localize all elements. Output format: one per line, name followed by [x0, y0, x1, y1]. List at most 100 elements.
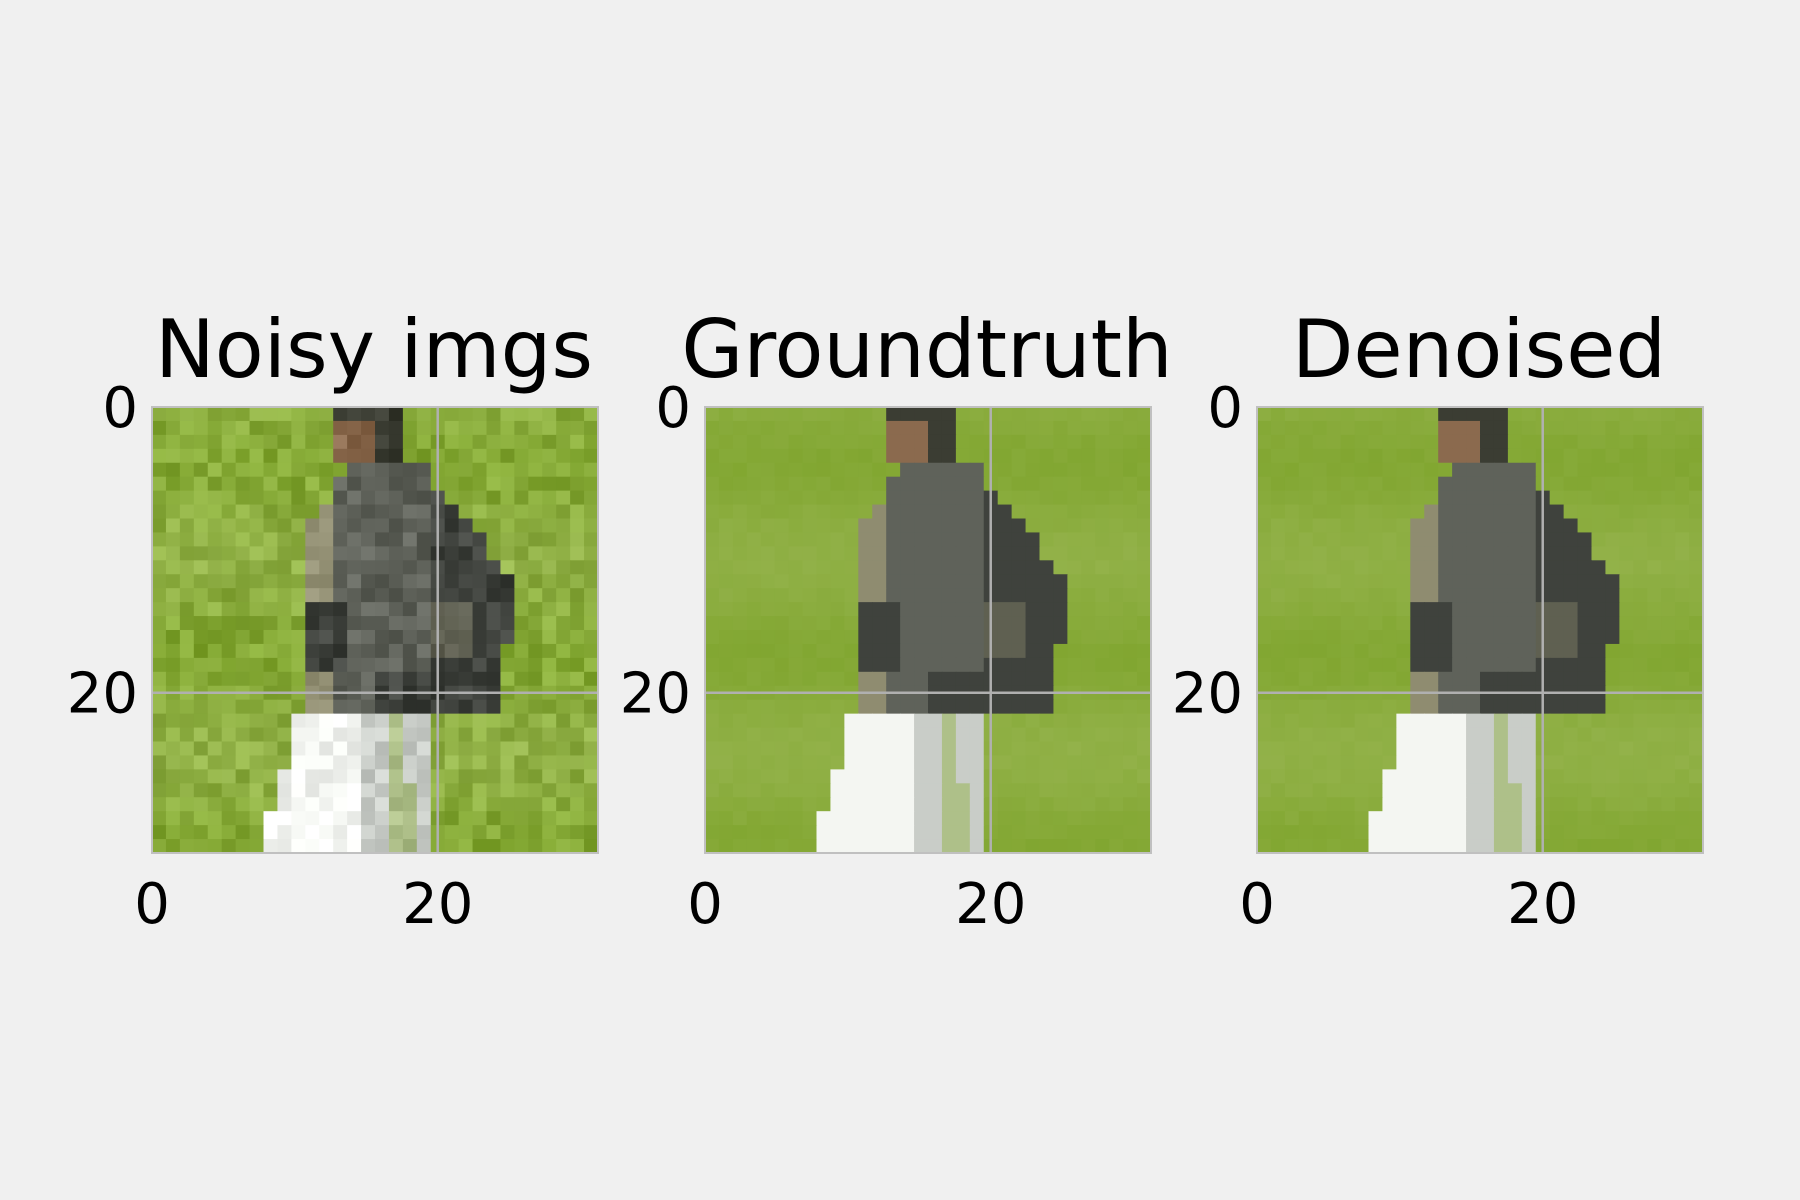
- image-pixel: [760, 560, 776, 575]
- image-pixel: [1326, 741, 1342, 757]
- image-pixel: [1424, 532, 1439, 547]
- image-pixel: [746, 504, 762, 520]
- image-pixel: [1438, 797, 1453, 812]
- image-pixel: [416, 825, 432, 840]
- image-pixel: [830, 643, 845, 659]
- image-pixel: [388, 839, 404, 854]
- image-pixel: [997, 448, 1013, 464]
- image-pixel: [165, 783, 181, 798]
- image-pixel: [416, 713, 432, 729]
- image-pixel: [361, 657, 376, 673]
- image-pixel: [1605, 616, 1620, 631]
- image-pixel: [1053, 504, 1068, 520]
- image-pixel: [1123, 713, 1138, 729]
- image-pixel: [830, 476, 845, 492]
- image-pixel: [858, 532, 873, 547]
- image-pixel: [788, 797, 804, 812]
- image-pixel: [1312, 713, 1328, 729]
- image-pixel: [486, 574, 502, 589]
- image-pixel: [152, 811, 167, 826]
- image-pixel: [955, 755, 971, 770]
- image-pixel: [1354, 588, 1370, 603]
- image-pixel: [1633, 407, 1648, 422]
- image-pixel: [1563, 755, 1579, 770]
- image-pixel: [291, 420, 306, 436]
- image-pixel: [542, 518, 557, 534]
- image-pixel: [291, 518, 306, 534]
- image-pixel: [1011, 462, 1027, 478]
- image-pixel: [249, 504, 265, 520]
- image-pixel: [746, 588, 762, 603]
- image-pixel: [1466, 407, 1481, 422]
- image-pixel: [774, 574, 790, 589]
- image-pixel: [514, 504, 529, 520]
- image-pixel: [760, 839, 776, 854]
- image-pixel: [277, 755, 292, 770]
- image-pixel: [872, 616, 887, 631]
- image-pixel: [1382, 546, 1397, 561]
- image-pixel: [263, 560, 279, 575]
- image-pixel: [1382, 643, 1397, 659]
- image-pixel: [1095, 825, 1110, 840]
- image-pixel: [1466, 420, 1481, 436]
- image-pixel: [193, 518, 209, 534]
- image-pixel: [788, 699, 804, 715]
- image-pixel: [1270, 532, 1286, 547]
- image-pixel: [1577, 699, 1593, 715]
- image-pixel: [969, 588, 985, 603]
- image-pixel: [1368, 574, 1384, 589]
- image-pixel: [788, 783, 804, 798]
- image-pixel: [1396, 741, 1411, 757]
- image-pixel: [774, 434, 790, 450]
- image-pixel: [1410, 490, 1425, 506]
- image-pixel: [900, 727, 915, 743]
- image-pixel: [514, 811, 529, 826]
- image-pixel: [179, 783, 195, 798]
- image-pixel: [472, 825, 488, 840]
- image-pixel: [1633, 769, 1648, 784]
- image-pixel: [1521, 420, 1537, 436]
- image-pixel: [333, 783, 348, 798]
- image-pixel: [1354, 616, 1370, 631]
- image-pixel: [1257, 420, 1272, 436]
- image-pixel: [319, 713, 334, 729]
- image-pixel: [1647, 434, 1662, 450]
- image-pixel: [500, 560, 515, 575]
- image-pixel: [844, 420, 859, 436]
- image-pixel: [500, 434, 515, 450]
- image-pixel: [1452, 434, 1467, 450]
- image-pixel: [347, 811, 362, 826]
- image-pixel: [1438, 504, 1453, 520]
- image-pixel: [1563, 574, 1579, 589]
- image-pixel: [444, 616, 460, 631]
- image-pixel: [718, 783, 734, 798]
- image-pixel: [788, 769, 804, 784]
- image-pixel: [914, 518, 929, 534]
- image-pixel: [1368, 811, 1384, 826]
- image-pixel: [165, 755, 181, 770]
- image-pixel: [1284, 630, 1300, 645]
- image-pixel: [1368, 490, 1384, 506]
- image-pixel: [291, 825, 306, 840]
- image-pixel: [1109, 699, 1124, 715]
- image-pixel: [1025, 630, 1041, 645]
- image-pixel: [1039, 476, 1055, 492]
- image-pixel: [472, 811, 488, 826]
- image-pixel: [1507, 811, 1523, 826]
- image-pixel: [1354, 546, 1370, 561]
- image-pixel: [1123, 560, 1138, 575]
- image-pixel: [277, 657, 292, 673]
- image-pixel: [997, 476, 1013, 492]
- image-pixel: [1340, 490, 1356, 506]
- image-pixel: [941, 574, 957, 589]
- image-pixel: [361, 434, 376, 450]
- image-pixel: [1452, 616, 1467, 631]
- image-pixel: [1067, 560, 1082, 575]
- image-pixel: [941, 643, 957, 659]
- image-pixel: [1521, 741, 1537, 757]
- image-pixel: [361, 755, 376, 770]
- image-pixel: [760, 699, 776, 715]
- image-pixel: [556, 420, 571, 436]
- image-pixel: [528, 671, 543, 687]
- image-pixel: [830, 574, 845, 589]
